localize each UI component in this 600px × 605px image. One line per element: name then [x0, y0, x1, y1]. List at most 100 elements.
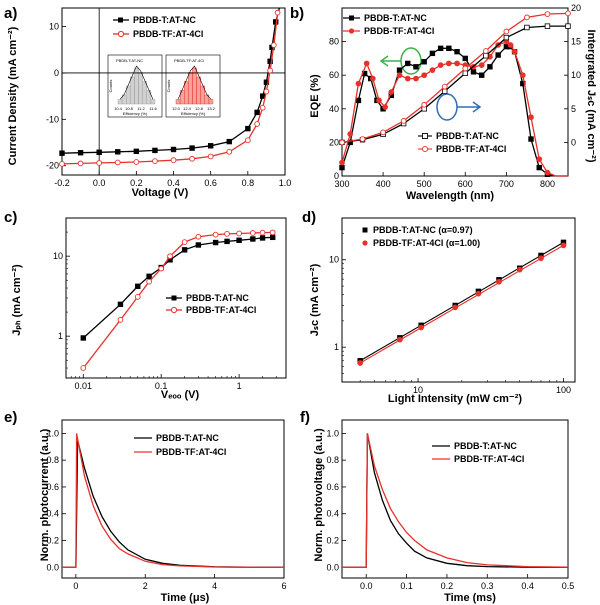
panel-d-xlabel: Light Intensity (mW cm⁻²)	[388, 393, 522, 405]
panel-c-series-0-point	[80, 335, 86, 341]
panel-c-series-0-point	[181, 247, 188, 253]
legend-f-label-1: PBDB-TF:AT-4Cl	[454, 454, 524, 464]
inset-gaussian-curve	[177, 65, 212, 100]
legend-c-marker-0	[171, 295, 177, 301]
panel-f-ytick-label: 0.8	[326, 455, 339, 465]
panel-b-series-0-point	[495, 52, 501, 58]
panel-b-series-0-point	[355, 97, 362, 104]
panel-b-series-3-point	[565, 10, 571, 17]
panel-b-series-1-point	[478, 62, 485, 68]
legend-d-label-1: PBDB-TF:AT-4Cl (α=1.00)	[373, 238, 480, 248]
jsc-axis-arrow	[457, 101, 482, 113]
legend-a-marker-1	[117, 30, 125, 38]
legend-b-label-2: PBDB-T:AT-NC	[436, 131, 499, 141]
panel-b-series-0-point	[462, 55, 468, 62]
panel-a-xtick-label: 0.4	[167, 178, 180, 188]
panel-b-series-0-line	[341, 45, 568, 177]
panel-b-series-3-point	[421, 101, 428, 108]
panel-c-series-1-point	[249, 230, 256, 236]
panel-b-series-1-point	[437, 62, 444, 68]
panel-d-ytick-label: 10	[329, 255, 339, 265]
panel-a-series-1-point	[244, 137, 251, 144]
legend-c-label-1: PBDB-TF:AT-4Cl	[186, 305, 256, 315]
panel-f-xtick-label: 0.2	[441, 581, 454, 591]
panel-b-series-1-point	[445, 60, 452, 67]
panel-b-legend-top: PBDB-T:AT-NC PBDB-TF:AT-4Cl	[343, 13, 434, 36]
panel-d-legend: PBDB-T:AT-NC (α=0.97) PBDB-TF:AT-4Cl (α=…	[362, 225, 480, 248]
panel-d-series-1-point	[560, 242, 567, 249]
inset-histogram-bar	[175, 99, 181, 105]
legend-b-marker-0	[349, 15, 354, 21]
panel-b-ytick-label: 80	[329, 37, 339, 47]
panel-e-xtick-label: 6	[281, 581, 286, 591]
panel-f-xtick-label: 0.3	[481, 581, 494, 591]
inset-1-legend: PBDB-T:AT-NC	[116, 58, 143, 63]
panel-e-legend: PBDB-T:AT-NC PBDB-TF:AT-4Cl	[134, 433, 226, 457]
panel-a-series-0-point	[77, 150, 84, 156]
panel-a-series-0-point	[267, 58, 273, 65]
panel-b-series-1-point	[376, 97, 382, 104]
panel-b-series-1-point	[429, 67, 436, 74]
panel-c-plot: 0.01 0.1 1 1 10	[53, 217, 287, 391]
panel-b-series-1-line	[341, 40, 568, 177]
inset-histogram-bar	[208, 99, 214, 105]
legend-c-marker-1	[170, 306, 178, 314]
panel-b-y2tick-label: 10	[571, 70, 581, 80]
panel-b-series-1-point	[382, 104, 388, 110]
panel-b-series-0-point	[421, 59, 427, 65]
panel-c-series-0-point	[117, 301, 124, 308]
panel-e-ytick-label: 0.2	[46, 536, 59, 546]
panel-a-series-0-point	[226, 138, 232, 145]
panel-a-plot: -0.2 0.0 0.2 0.4 0.6 0.8 1.0 -20 -10 0 10	[46, 7, 291, 188]
panel-c-series-1-point	[236, 230, 242, 237]
panel-a-ytick-label: -10	[46, 114, 59, 124]
inset-1-xlabel: Efficiency (%)	[123, 111, 148, 116]
panel-b-series-0-point	[429, 50, 436, 57]
panel-b-y2tick-label: 0	[571, 137, 576, 147]
panel-d-series-1-point	[496, 278, 502, 285]
panel-b-series-1-point	[388, 89, 395, 95]
inset-2-tick-1: 12.4	[183, 106, 192, 111]
panel-b-series-1-point	[528, 114, 534, 121]
panel-d-series-1-point	[397, 336, 403, 343]
panel-b-xtick-label: 300	[334, 179, 349, 189]
inset-histogram-bar	[184, 81, 189, 105]
panel-d-xtick-label: 100	[556, 385, 571, 395]
legend-b-label-1: PBDB-TF:AT-4Cl	[364, 26, 434, 36]
panel-b-series-0-point	[470, 69, 477, 75]
panel-a-series-1-point	[77, 160, 84, 167]
panel-f-ytick-label: 1.0	[326, 428, 339, 438]
legend-a-label-0: PBDB-T:AT-NC	[133, 15, 196, 25]
panel-a-series-1-point	[226, 148, 233, 155]
panel-c-series-0-point	[259, 235, 266, 241]
panel-a-series-0-point	[96, 149, 102, 155]
panel-b-ytick-label: 0	[334, 171, 339, 181]
panel-a-xtick-label: 0.2	[130, 178, 143, 188]
panel-b-annotations	[379, 47, 482, 121]
panel-d-plot: 10 100 1 10	[329, 217, 576, 395]
panel-e-xtick-label: 0	[73, 581, 78, 591]
panel-b-series-1-point	[511, 48, 518, 55]
legend-b-marker-1	[348, 28, 355, 34]
panel-b-series-1-point	[396, 72, 403, 79]
panel-b-xtick-label: 800	[540, 179, 555, 189]
panel-a-series-0-point	[133, 148, 140, 155]
panel-c-xtick-label: 1	[237, 381, 242, 391]
panel-f-ytick-label: 0.4	[326, 509, 339, 519]
panel-d-series-1-point	[452, 304, 459, 311]
panel-b-series-2-point	[565, 23, 571, 29]
panel-c-series-1-point	[269, 229, 276, 236]
panel-a-ytick-label: 0	[54, 68, 59, 78]
panel-c-series-0-point	[146, 273, 152, 280]
eqe-axis-arrow	[379, 55, 401, 67]
panel-c-xlabel: Vₑₒₒ (V)	[161, 389, 200, 401]
panel-e-xlabel: Time (μs)	[161, 592, 210, 604]
panel-a-series-1-point	[267, 67, 273, 74]
legend-d-marker-1	[362, 240, 368, 246]
panel-b-ytick-label: 40	[329, 104, 339, 114]
panel-b-series-2-point	[524, 24, 530, 31]
panel-f-xtick-label: 0.0	[360, 581, 373, 591]
panel-b-y2label: Intergrated Jₛᴄ (mA cm⁻²)	[585, 30, 597, 163]
inset-2-legend: PBDB-TF:AT-4Cl	[174, 58, 204, 63]
panel-b-series-3-point	[380, 129, 386, 136]
